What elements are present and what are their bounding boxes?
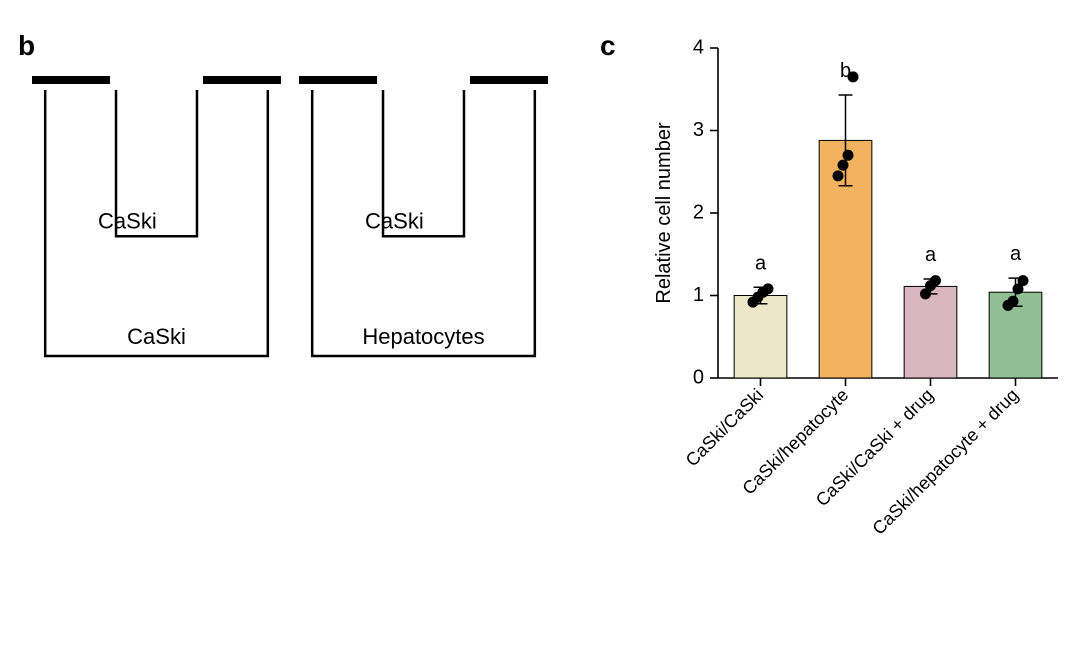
outer-well-label: Hepatocytes: [362, 324, 484, 349]
insert-label: CaSki: [365, 208, 424, 233]
significance-letter: b: [840, 60, 851, 82]
y-tick-label: 3: [693, 119, 704, 141]
significance-letter: a: [925, 244, 937, 266]
data-point: [1008, 296, 1019, 307]
category-label: CaSki/hepatocyte + drug: [868, 385, 1022, 539]
data-point: [930, 275, 941, 286]
data-point: [838, 160, 849, 171]
data-point: [833, 170, 844, 181]
panel-b-label: b: [18, 30, 35, 62]
data-point: [843, 150, 854, 161]
data-point: [1018, 275, 1029, 286]
panel-c-chart: 0 1 2 3 4 Relative cell number a CaSki/CaSki b Ca…: [648, 28, 1077, 653]
panel-b-diagram: CaSki CaSki CaSki Hepatocytes: [30, 60, 550, 385]
y-tick-label: 4: [693, 36, 704, 58]
figure-root: b CaSki CaSki CaSki Hepatocytes c 0 1 2 3 4 Rela…: [0, 0, 1077, 635]
bar: [734, 296, 787, 379]
outer-well-label: CaSki: [127, 324, 186, 349]
y-tick-label: 1: [693, 284, 704, 306]
panel-c-label: c: [600, 30, 616, 62]
significance-letter: a: [755, 252, 767, 274]
y-tick-label: 0: [693, 366, 704, 388]
significance-letter: a: [1010, 243, 1022, 265]
insert-label: CaSki: [98, 208, 157, 233]
y-tick-label: 2: [693, 201, 704, 223]
data-point: [763, 283, 774, 294]
y-axis-label: Relative cell number: [653, 122, 675, 304]
bar: [904, 286, 957, 378]
category-label: CaSki/CaSki: [682, 385, 768, 471]
